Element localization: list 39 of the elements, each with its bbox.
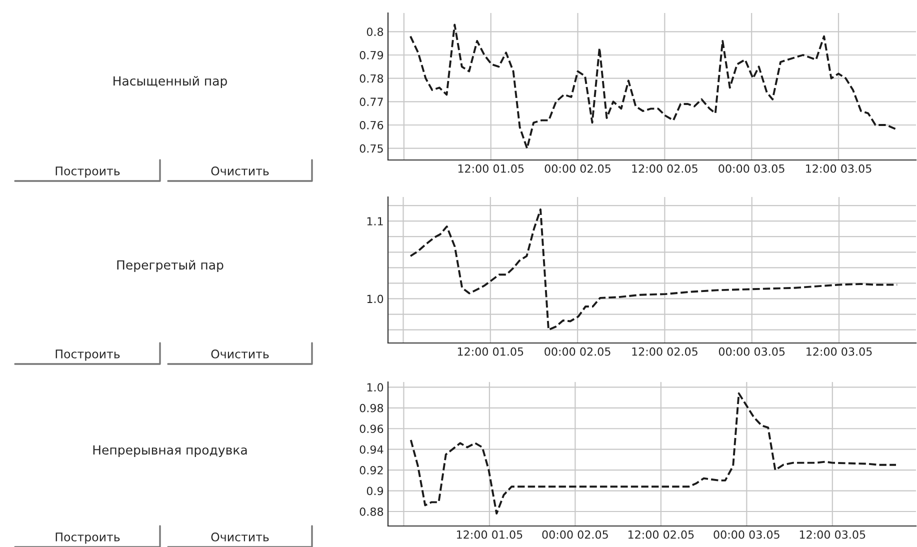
x-tick-label: 12:00 01.05 [458, 164, 524, 173]
x-tick-label: 00:00 03.05 [718, 347, 785, 356]
y-axis-title: Насыщенный пар [114, 76, 227, 88]
text: Очистить [211, 166, 269, 176]
x-tick-label: 00:00 02.05 [544, 164, 610, 173]
x-tick-label: 12:00 01.05 [456, 530, 522, 539]
y-tick-label: 0.9 [366, 486, 384, 496]
text: Очистить [211, 532, 269, 542]
x-tick-label: 12:00 03.05 [800, 530, 866, 539]
y-tick-label: 1.0 [367, 383, 384, 392]
text: Очистить [211, 349, 269, 358]
y-tick-label: 0.98 [360, 404, 384, 412]
y-axis-title: Непрерывная продувка [93, 445, 247, 458]
x-tick-label: 00:00 03.05 [718, 164, 784, 173]
x-tick-label: 12:00 03.05 [806, 164, 872, 173]
y-tick-label: 0.92 [360, 466, 383, 474]
y-tick-label: 1.0 [367, 294, 384, 304]
text: Построить [56, 532, 120, 544]
y-tick-label: 0.75 [360, 144, 383, 153]
y-tick-label: 0.88 [360, 507, 384, 516]
x-tick-label: 12:00 03.05 [806, 347, 872, 356]
x-tick-label: 00:00 02.05 [542, 530, 608, 539]
y-tick-label: 0.77 [360, 98, 383, 106]
y-tick-label: 0.79 [360, 50, 384, 60]
y-axis-title: Перегретый пар [117, 260, 224, 272]
x-tick-label: 12:00 01.05 [458, 347, 524, 356]
x-tick-label: 12:00 02.05 [632, 347, 698, 356]
y-tick-label: 1.1 [367, 217, 383, 226]
y-tick-label: 0.96 [360, 424, 384, 433]
x-tick-label: 12:00 02.05 [632, 164, 698, 173]
x-tick-label: 00:00 03.05 [714, 530, 780, 539]
x-tick-label: 00:00 02.05 [544, 347, 610, 356]
x-tick-label: 12:00 02.05 [628, 530, 694, 539]
y-tick-label: 0.78 [360, 74, 384, 83]
text: Построить [56, 350, 120, 361]
y-tick-label: 0.76 [360, 120, 384, 130]
y-tick-label: 0.94 [360, 445, 384, 454]
text: Построить [56, 166, 120, 178]
y-tick-label: 0.8 [366, 28, 384, 36]
